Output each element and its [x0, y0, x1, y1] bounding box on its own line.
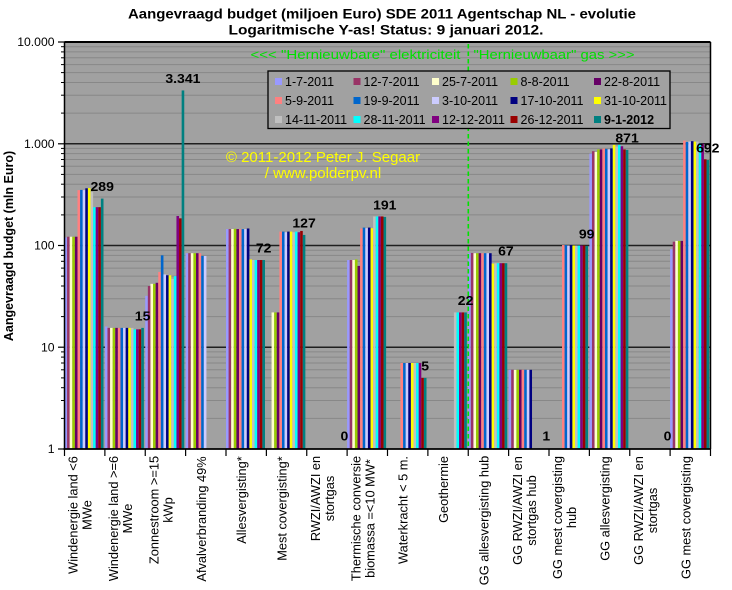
svg-text:GG mest covergisting: GG mest covergisting — [678, 456, 693, 579]
svg-text:692: 692 — [696, 141, 719, 156]
svg-text:1: 1 — [542, 429, 550, 444]
svg-text:26-12-2011: 26-12-2011 — [521, 113, 584, 127]
svg-text:1: 1 — [48, 442, 55, 456]
svg-text:5-9-2011: 5-9-2011 — [285, 94, 334, 108]
svg-text:19-9-2011: 19-9-2011 — [364, 94, 420, 108]
svg-text:5: 5 — [421, 358, 429, 373]
svg-text:Logaritmische Y-as! Status: 9: Logaritmische Y-as! Status: 9 januari 20… — [229, 22, 544, 38]
svg-text:3-10-2011: 3-10-2011 — [442, 94, 498, 108]
svg-text:0: 0 — [341, 429, 349, 444]
svg-text:/ www.polderpv.nl: / www.polderpv.nl — [265, 165, 381, 182]
svg-text:25-7-2011: 25-7-2011 — [442, 75, 498, 89]
svg-text:Thermische conversie: Thermische conversie — [348, 456, 363, 581]
svg-text:stortgas: stortgas — [645, 488, 660, 534]
svg-text:<<< "Hernieuwbare" elektricite: <<< "Hernieuwbare" elektriciteit — [251, 48, 462, 62]
svg-text:871: 871 — [615, 130, 638, 145]
svg-text:Geothermie: Geothermie — [436, 456, 451, 523]
svg-text:GG allesvergisting: GG allesvergisting — [598, 456, 613, 561]
svg-text:100: 100 — [34, 239, 55, 253]
svg-text:1-7-2011: 1-7-2011 — [285, 75, 334, 89]
svg-text:22: 22 — [458, 293, 474, 308]
svg-text:99: 99 — [579, 226, 595, 241]
svg-text:14-11-2011: 14-11-2011 — [285, 113, 347, 127]
svg-text:10: 10 — [41, 340, 55, 354]
svg-text:67: 67 — [498, 244, 514, 259]
svg-text:17-10-2011: 17-10-2011 — [521, 94, 584, 108]
svg-text:1.000: 1.000 — [24, 137, 55, 151]
svg-text:"Hernieuwbaar" gas >>>: "Hernieuwbaar" gas >>> — [474, 48, 635, 62]
svg-text:GG mest covergisting: GG mest covergisting — [550, 456, 565, 579]
svg-text:Windenergie land >=6: Windenergie land >=6 — [106, 456, 121, 581]
svg-text:8-8-2011: 8-8-2011 — [521, 75, 570, 89]
svg-text:72: 72 — [256, 241, 272, 256]
svg-text:10.000: 10.000 — [17, 35, 54, 49]
svg-text:0: 0 — [664, 429, 672, 444]
svg-text:MWe: MWe — [80, 500, 95, 530]
svg-text:Windenergie land <6: Windenergie land <6 — [66, 456, 81, 574]
svg-text:191: 191 — [373, 197, 396, 212]
svg-text:22-8-2011: 22-8-2011 — [604, 75, 660, 89]
svg-text:15: 15 — [135, 308, 151, 323]
svg-text:kWp: kWp — [160, 497, 175, 523]
svg-text:127: 127 — [292, 215, 315, 230]
svg-text:stortgas hub: stortgas hub — [524, 475, 539, 545]
svg-text:MWe: MWe — [120, 504, 135, 534]
svg-text:GG RWZI/AWZI en: GG RWZI/AWZI en — [631, 456, 646, 565]
svg-text:biomassa =<10 MW*: biomassa =<10 MW* — [362, 459, 377, 578]
svg-text:stortgas: stortgas — [322, 476, 337, 522]
svg-text:3.341: 3.341 — [165, 71, 200, 86]
svg-text:12-12-2011: 12-12-2011 — [442, 113, 505, 127]
svg-text:© 2011-2012 Peter J. Segaar: © 2011-2012 Peter J. Segaar — [226, 149, 420, 166]
svg-text:Waterkracht < 5 m.: Waterkracht < 5 m. — [396, 456, 411, 564]
svg-text:31-10-2011: 31-10-2011 — [604, 94, 667, 108]
svg-text:28-11-2011: 28-11-2011 — [364, 113, 426, 127]
svg-text:Aangevraagd budget (miljoen Eu: Aangevraagd budget (miljoen Euro) SDE 20… — [128, 6, 636, 22]
svg-text:Mest covergisting*: Mest covergisting* — [275, 456, 290, 561]
svg-text:GG allesvergisting hub: GG allesvergisting hub — [476, 456, 491, 585]
svg-text:289: 289 — [91, 179, 114, 194]
svg-text:RWZI/AWZI en: RWZI/AWZI en — [308, 456, 323, 541]
svg-text:Aangevraagd budget (mln Euro): Aangevraagd budget (mln Euro) — [2, 151, 16, 341]
svg-text:Allesvergisting*: Allesvergisting* — [234, 456, 249, 544]
svg-text:9-1-2012: 9-1-2012 — [604, 113, 654, 127]
svg-text:Afvalverbranding 49%: Afvalverbranding 49% — [194, 456, 209, 581]
svg-text:hub: hub — [564, 507, 579, 528]
svg-text:Zonnestroom >=15: Zonnestroom >=15 — [146, 456, 161, 564]
svg-text:GG RWZI/AWZI en: GG RWZI/AWZI en — [510, 456, 525, 565]
svg-text:12-7-2011: 12-7-2011 — [364, 75, 420, 89]
